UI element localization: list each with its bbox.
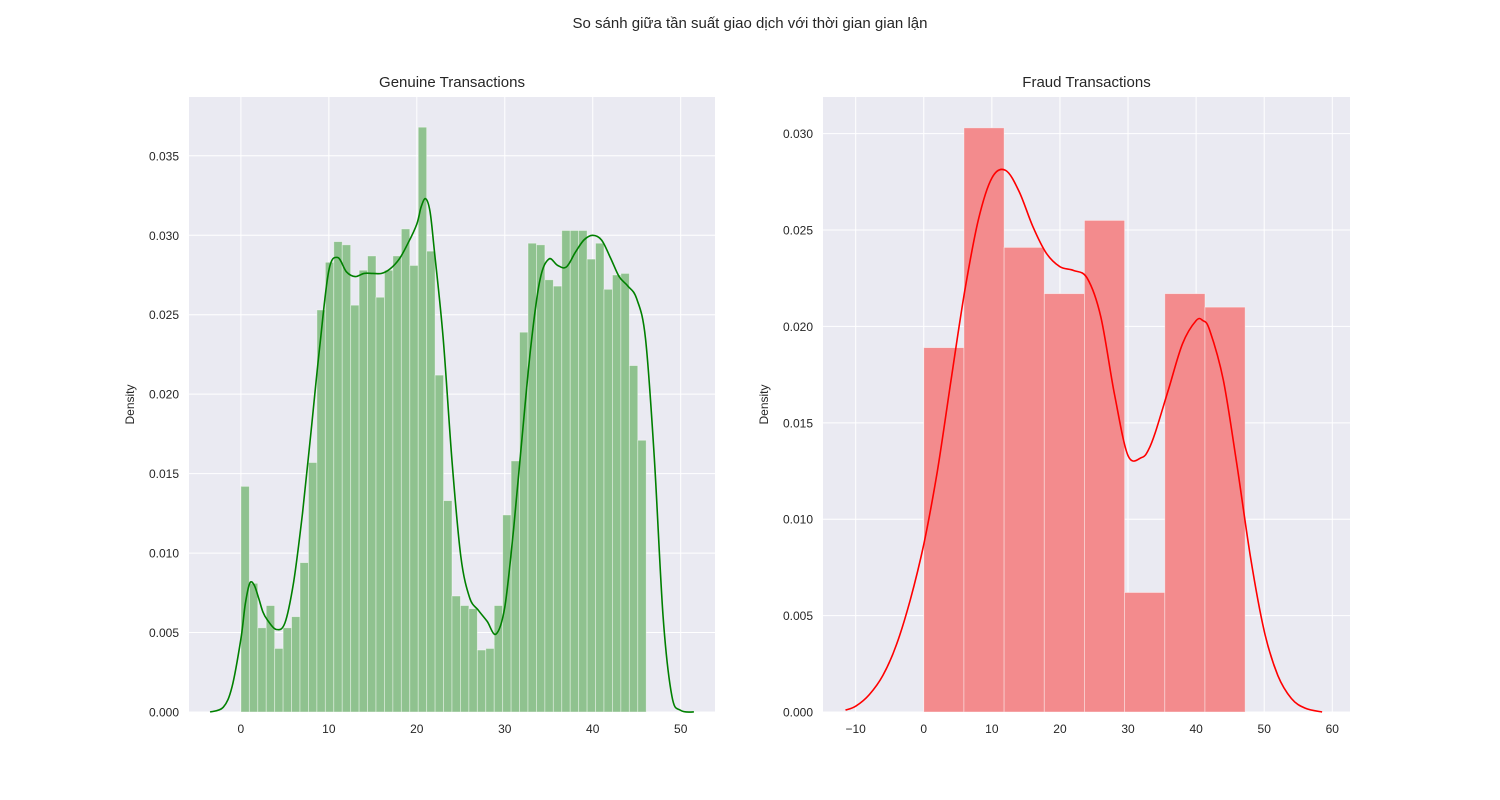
genuine-histogram-bar (384, 269, 394, 713)
genuine-histogram-bar (308, 462, 318, 713)
genuine-chart: 0 10 20 30 40 50 0.000 0.005 0.010 0.015 0.020 0.02… (123, 74, 715, 736)
fraud-chart: −10 0 10 20 30 40 50 60 0.000 0.005 0.010 0.015 0.02… (757, 74, 1350, 736)
genuine-chart-title: Genuine Transactions (379, 74, 525, 91)
genuine-histogram-bar (451, 595, 461, 713)
genuine-x-tick-label: 50 (674, 722, 688, 736)
genuine-y-tick-label: 0.030 (149, 229, 179, 243)
fraud-y-axis-label: Density (757, 384, 771, 424)
figure-title: So sánh giữa tần suất giao dịch với thời… (572, 15, 928, 32)
genuine-histogram-bar (476, 649, 487, 713)
fraud-histogram-bar (1164, 293, 1206, 713)
fraud-y-tick-label: 0.020 (783, 320, 813, 334)
fraud-histogram-bar (963, 127, 1005, 713)
genuine-y-tick-label: 0.010 (149, 547, 179, 561)
fraud-x-tick-label: 10 (985, 722, 999, 736)
fraud-histogram-bar (1204, 306, 1246, 713)
genuine-histogram-bar (603, 288, 613, 713)
fraud-histogram-bar (1084, 219, 1126, 713)
genuine-x-tick-label: 0 (238, 722, 245, 736)
genuine-x-tick-label: 10 (322, 722, 336, 736)
genuine-histogram-bar (316, 309, 326, 713)
fraud-y-tick-label: 0.000 (783, 706, 813, 720)
genuine-histogram-bar (274, 648, 284, 713)
genuine-histogram-bar (443, 500, 453, 713)
genuine-histogram-bar (426, 250, 436, 713)
genuine-histogram-bar (282, 627, 292, 713)
fraud-histogram-bar (923, 347, 965, 713)
genuine-y-tick-label: 0.000 (149, 706, 179, 720)
genuine-histogram-bar (637, 439, 647, 713)
genuine-histogram-bar (578, 230, 588, 713)
genuine-y-tick-label: 0.005 (149, 626, 179, 640)
fraud-y-tick-label: 0.030 (783, 127, 813, 141)
genuine-histogram-bar (586, 258, 596, 713)
genuine-histogram-bar (612, 274, 622, 713)
genuine-kde-line (209, 197, 695, 713)
genuine-histogram-bar (569, 230, 580, 713)
genuine-histogram-bar (324, 261, 335, 713)
genuine-histogram-bar (265, 605, 276, 713)
genuine-histogram-bar (350, 304, 360, 713)
fraud-x-tick-label: 20 (1053, 722, 1067, 736)
genuine-histogram-bar (434, 374, 444, 713)
genuine-histogram-bar (628, 365, 639, 713)
genuine-histogram-bar (341, 244, 352, 713)
genuine-histogram-bar (468, 608, 478, 713)
fraud-x-tick-label: −10 (846, 722, 867, 736)
genuine-histogram-bar (510, 460, 520, 713)
fraud-y-tick-label: 0.005 (783, 609, 813, 623)
genuine-histogram-bar (375, 296, 385, 713)
genuine-histogram-bar (358, 269, 368, 713)
genuine-x-tick-label: 30 (498, 722, 512, 736)
genuine-histogram-bar (240, 485, 250, 713)
genuine-histogram-bar (620, 272, 630, 713)
fraud-y-tick-label: 0.025 (783, 224, 813, 238)
fraud-histogram-bar (1124, 592, 1166, 713)
genuine-histogram-bar (299, 562, 309, 713)
genuine-histogram-bar (595, 242, 605, 713)
fraud-kde-line (845, 168, 1323, 713)
genuine-histogram-bar (409, 265, 419, 713)
genuine-histogram-bar (291, 616, 301, 713)
fraud-x-tick-label: 50 (1258, 722, 1272, 736)
fraud-x-tick-label: 30 (1121, 722, 1135, 736)
genuine-y-tick-label: 0.025 (149, 308, 179, 322)
genuine-histogram-bar (561, 230, 571, 713)
fraud-y-tick-label: 0.010 (783, 513, 813, 527)
genuine-histogram-bar (257, 627, 267, 713)
genuine-histogram-bar (392, 255, 402, 713)
fraud-x-tick-label: 40 (1189, 722, 1203, 736)
fraud-chart-title: Fraud Transactions (1022, 74, 1150, 91)
genuine-histogram-bar (400, 228, 411, 713)
genuine-histogram-bar (552, 285, 563, 713)
genuine-histogram-bar (333, 241, 343, 713)
genuine-x-tick-label: 20 (410, 722, 424, 736)
genuine-y-axis-label: Density (123, 384, 137, 424)
fraud-y-tick-label: 0.015 (783, 416, 813, 430)
genuine-histogram-bar (460, 605, 470, 713)
genuine-y-tick-label: 0.035 (149, 149, 179, 163)
fraud-histogram-bar (1003, 246, 1045, 713)
genuine-x-tick-label: 40 (586, 722, 600, 736)
genuine-histogram-bar (536, 244, 546, 713)
fraud-x-tick-label: 0 (920, 722, 927, 736)
genuine-histogram-bar (544, 279, 554, 713)
fraud-x-tick-label: 60 (1326, 722, 1340, 736)
genuine-y-tick-label: 0.015 (149, 467, 179, 481)
genuine-histogram-bar (367, 255, 377, 713)
genuine-histogram-bar (485, 648, 495, 713)
genuine-histogram-bar (248, 582, 259, 713)
genuine-y-tick-label: 0.020 (149, 388, 179, 402)
fraud-histogram-bar (1043, 293, 1085, 713)
